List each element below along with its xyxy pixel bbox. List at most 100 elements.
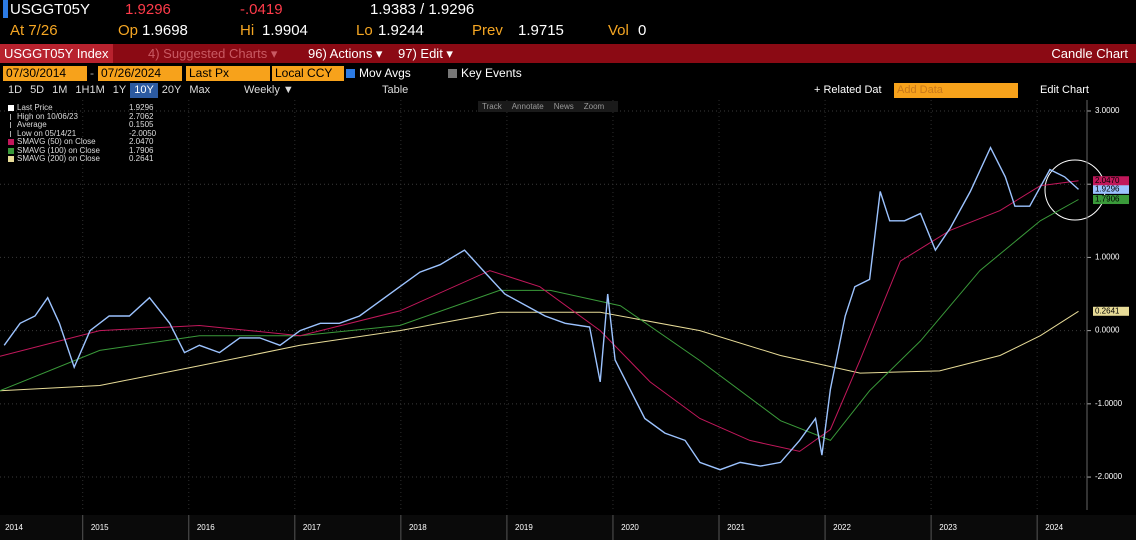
legend-item: Average 0.1505 xyxy=(8,120,156,130)
legend-swatch xyxy=(10,122,14,128)
legend-swatch xyxy=(10,130,14,137)
frequency-select[interactable]: Weekly ▼ xyxy=(244,84,294,96)
chart-tool[interactable]: Zoom xyxy=(583,102,605,111)
legend-swatch xyxy=(10,113,14,120)
legend-label: Low on 05/14/21 xyxy=(17,128,77,138)
related-data[interactable]: + Related Dat xyxy=(814,84,882,96)
legend-value: 2.0470 xyxy=(129,137,154,146)
mov-avgs[interactable]: Mov Avgs xyxy=(359,66,411,80)
legend-item: Low on 05/14/21 -2.0050 xyxy=(8,128,157,139)
value-tag-label: 0.2641 xyxy=(1095,306,1120,315)
security-name[interactable]: USGGT05Y Index xyxy=(0,44,113,63)
period-button[interactable]: 1M xyxy=(52,84,68,96)
period-button[interactable]: 1D xyxy=(8,84,23,96)
moving-average-line xyxy=(0,180,1079,452)
legend-label: SMAVG (50) on Close xyxy=(17,137,96,146)
legend-value: 0.2641 xyxy=(129,154,154,163)
value-tag xyxy=(1093,184,1129,194)
value-tag xyxy=(1093,195,1129,205)
legend-label: Average xyxy=(17,120,47,129)
legend-item: SMAVG (100) on Close 1.7906 xyxy=(8,145,156,156)
chart: -2.0000-1.00000.00001.00002.00003.000020… xyxy=(0,100,1136,540)
period-buttons: 1D 5D 1M 1H1M 1Y 10Y 20Y Max xyxy=(4,83,214,98)
x-tick-label: 2014 xyxy=(5,523,23,532)
currency-select[interactable]: Local CCY xyxy=(272,66,344,81)
moving-average-line xyxy=(0,310,1079,392)
moving-average-line xyxy=(0,199,1079,442)
x-tick-label: 2024 xyxy=(1045,523,1063,532)
period-button[interactable]: Max xyxy=(189,84,211,96)
prev-label: Prev xyxy=(472,22,503,39)
legend-swatch xyxy=(8,147,14,154)
key-events-checkbox[interactable] xyxy=(448,69,457,78)
legend-item: SMAVG (200) on Close 0.2641 xyxy=(8,154,156,164)
legend-label: SMAVG (100) on Close xyxy=(17,145,100,155)
add-data-input[interactable]: Add Data xyxy=(894,83,1018,98)
edit-chart[interactable]: Edit Chart xyxy=(1040,84,1089,96)
field-select[interactable]: Last Px xyxy=(186,66,270,81)
chart-tool[interactable]: Annotate xyxy=(511,102,544,111)
bid-ask: 1.9383 / 1.9296 xyxy=(370,1,475,18)
x-tick-label: 2017 xyxy=(303,523,321,532)
chart-type: Candle Chart xyxy=(1051,46,1128,61)
y-tick-label: -2.0000 xyxy=(1095,472,1123,481)
vol-value: 0 xyxy=(638,22,647,39)
legend-value: 1.7906 xyxy=(129,145,154,155)
key-events[interactable]: Key Events xyxy=(461,66,522,80)
x-axis-band xyxy=(0,515,1136,540)
legend-label: SMAVG (200) on Close xyxy=(17,154,100,163)
prev-value: 1.9715 xyxy=(518,22,564,39)
y-tick-label: 3.0000 xyxy=(1095,106,1120,115)
ticker: USGGT05Y xyxy=(10,1,91,18)
legend-swatch xyxy=(8,105,14,111)
period-button[interactable]: 5D xyxy=(30,84,45,96)
value-tag xyxy=(1093,306,1129,316)
period-button[interactable]: 10Y xyxy=(130,83,158,98)
end-date[interactable]: 07/26/2024 xyxy=(98,66,182,81)
legend-item: Last Price 1.9296 xyxy=(8,103,156,113)
legend-value: -2.0050 xyxy=(129,128,157,138)
legend: Last Price 1.9296 High on 10/06/23 2.7062 Av… xyxy=(8,103,157,164)
y-tick-label: -1.0000 xyxy=(1095,399,1123,408)
value-tag-label: 1.7906 xyxy=(1095,195,1120,204)
time-label: At 7/26 xyxy=(10,22,58,39)
value-tag xyxy=(1093,176,1129,186)
legend-item: High on 10/06/23 2.7062 xyxy=(8,111,156,122)
open-label: Op xyxy=(118,22,139,39)
mov-avgs-checkbox[interactable] xyxy=(346,69,355,78)
legend-value: 1.9296 xyxy=(129,103,154,112)
chart-tool[interactable]: News xyxy=(553,102,574,111)
legend-value: 0.1505 xyxy=(129,120,154,129)
suggested-charts[interactable]: 4) Suggested Charts ▾ xyxy=(148,46,278,61)
chart-tools: Track Annotate News Zoom xyxy=(478,101,619,112)
x-tick-label: 2020 xyxy=(621,523,639,532)
edit-menu[interactable]: 97) Edit ▾ xyxy=(398,46,453,61)
period-button[interactable]: 1H1M xyxy=(75,84,105,96)
start-date[interactable]: 07/30/2014 xyxy=(3,66,87,81)
x-tick-label: 2018 xyxy=(409,523,427,532)
period-button[interactable]: 20Y xyxy=(161,84,182,96)
value-tag-label: 2.0470 xyxy=(1095,176,1120,185)
ticker-marker xyxy=(3,0,8,18)
table-button[interactable]: Table xyxy=(382,84,409,96)
x-tick-label: 2019 xyxy=(515,523,533,532)
legend-value: 2.7062 xyxy=(129,111,154,121)
period-button[interactable]: 1Y xyxy=(112,84,127,96)
x-tick-label: 2021 xyxy=(727,523,745,532)
actions-menu[interactable]: 96) Actions ▾ xyxy=(308,46,383,61)
last-price: 1.9296 xyxy=(125,1,171,18)
high-value: 1.9904 xyxy=(262,22,308,39)
price-line xyxy=(3,145,1079,471)
legend-swatch xyxy=(8,139,14,145)
chart-tool[interactable]: Track xyxy=(482,102,502,111)
open-value: 1.9698 xyxy=(142,22,188,39)
low-label: Lo xyxy=(356,22,373,39)
legend-label: Last Price xyxy=(17,103,53,112)
high-label: Hi xyxy=(240,22,255,39)
vol-label: Vol xyxy=(608,22,629,39)
x-tick-label: 2015 xyxy=(91,523,109,532)
legend-label: High on 10/06/23 xyxy=(17,111,78,121)
x-tick-label: 2022 xyxy=(833,523,851,532)
price-change: -.0419 xyxy=(240,1,283,18)
